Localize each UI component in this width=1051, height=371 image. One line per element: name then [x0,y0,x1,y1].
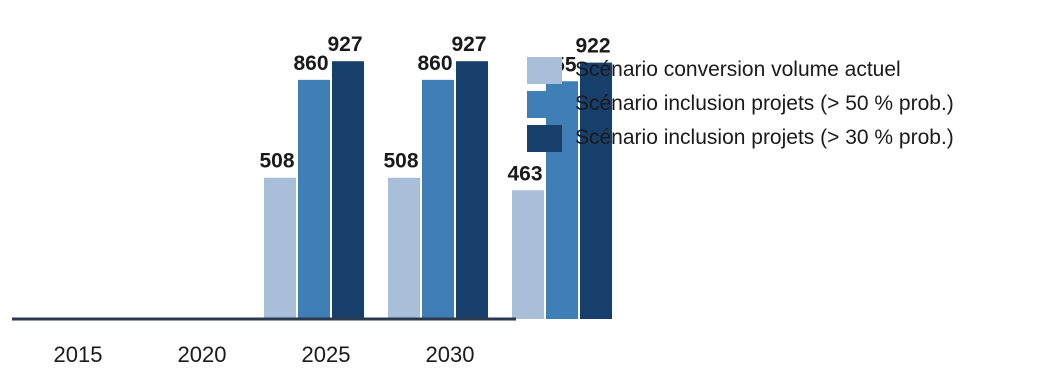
bar-2020-series-1 [264,177,296,319]
data-label-2030-series-1: 463 [507,162,542,185]
bar-2030-series-2 [546,81,578,319]
bar-2030-series-1 [512,190,544,319]
bar-2025-series-1 [388,177,420,319]
legend-item-series-2: Scénario inclusion projets (> 50 % prob.… [527,87,954,121]
legend-item-series-3: Scénario inclusion projets (> 30 % prob.… [527,121,954,155]
legend-swatch-series-3 [527,124,562,152]
legend-label-series-1: Scénario conversion volume actuel [575,58,901,81]
legend-label-series-2: Scénario inclusion projets (> 50 % prob.… [575,92,954,115]
x-tick-label-2025: 2025 [302,342,351,367]
x-tick-label-2015: 2015 [54,342,103,367]
bar-2030-series-3 [580,62,612,320]
data-label-2020-series-3: 927 [327,33,362,56]
data-label-2030-series-3: 922 [575,35,610,58]
bar-2020-series-2 [298,79,330,319]
data-label-2020-series-2: 860 [293,52,328,75]
legend-swatch-series-2 [527,90,562,118]
legend-label-series-3: Scénario inclusion projets (> 30 % prob.… [575,126,954,149]
legend: Scénario conversion volume actuel Scénar… [527,53,954,155]
legend-item-series-1: Scénario conversion volume actuel [527,53,954,87]
data-label-2020-series-1: 508 [259,150,294,173]
x-tick-label-2030: 2030 [426,342,475,367]
bar-2025-series-3 [456,61,488,319]
x-tick-label-2020: 2020 [178,342,227,367]
data-label-2025-series-3: 927 [451,33,486,56]
bar-2025-series-2 [422,79,454,319]
bar-2020-series-3 [332,61,364,319]
legend-swatch-series-1 [527,56,562,84]
data-label-2025-series-2: 860 [417,52,452,75]
data-label-2025-series-1: 508 [383,150,418,173]
